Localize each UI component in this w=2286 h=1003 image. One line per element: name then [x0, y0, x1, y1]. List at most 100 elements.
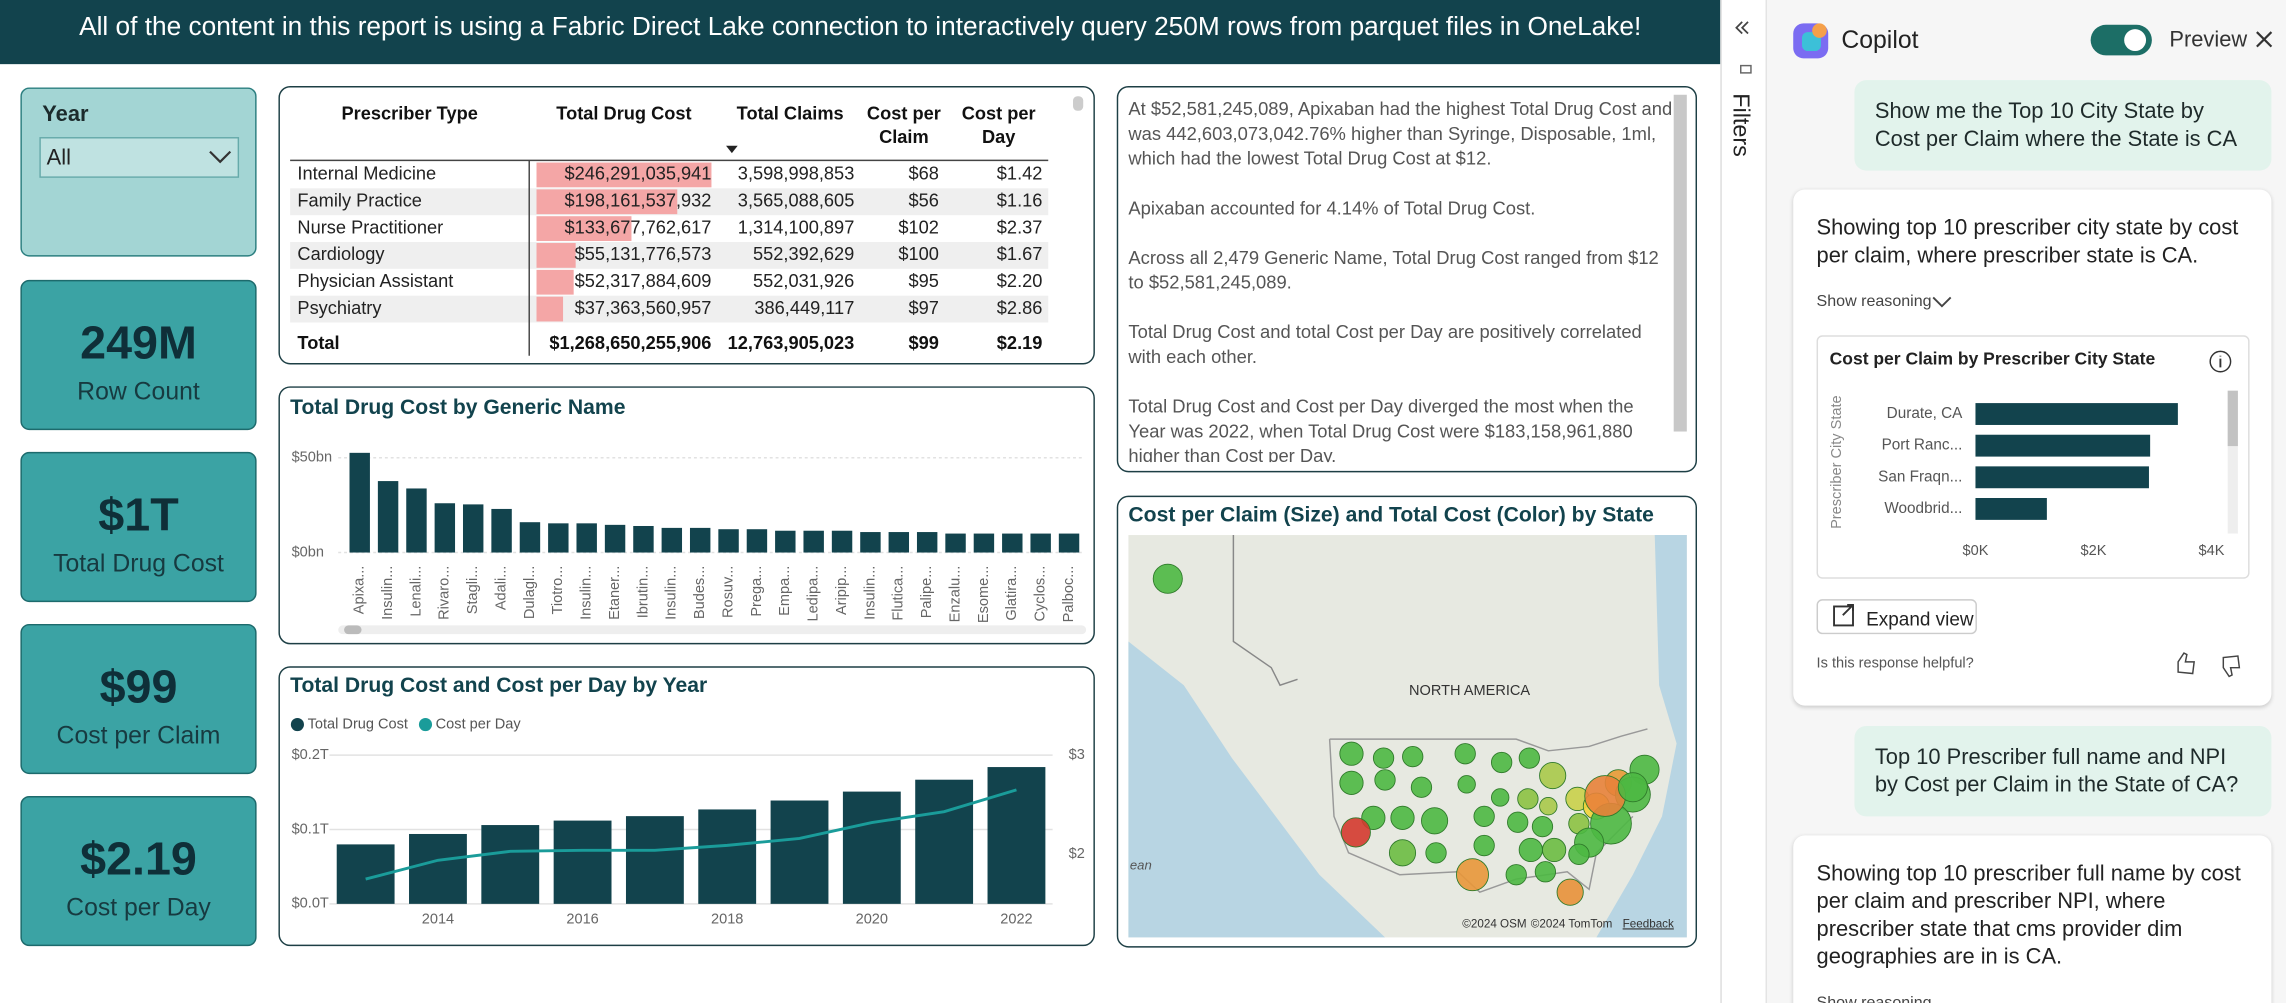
- x-tick-label: Cyclos...: [1033, 566, 1049, 622]
- total-cell: Total: [297, 333, 339, 353]
- column-header: Cost per Claim: [866, 103, 941, 148]
- table-cell: 552,392,629: [753, 244, 854, 264]
- filters-label: Filters: [1727, 93, 1753, 157]
- map: [1128, 535, 1687, 938]
- x-tick-label: Rosuv...: [720, 566, 736, 618]
- narrative-paragraph: Across all 2,479 Generic Name, Total Dru…: [1128, 247, 1659, 294]
- x-tick-label: Flutica...: [891, 566, 907, 621]
- x-tick-label: Rivaro...: [437, 566, 453, 620]
- table-cell: $2.20: [997, 271, 1043, 291]
- table-cell: Cardiology: [297, 244, 385, 264]
- slicer-label: Year: [42, 102, 89, 127]
- x-tick-label: Ibrutin...: [635, 566, 651, 619]
- bar: [973, 533, 995, 553]
- bar: [945, 533, 966, 553]
- x-tick-label: Insulin...: [380, 566, 396, 620]
- bar: [746, 529, 768, 553]
- table-cell: $1.42: [997, 164, 1043, 184]
- map-bubble: [1340, 817, 1371, 848]
- slicer-value: All: [46, 145, 71, 171]
- response-text: Showing top 10 prescriber full name by c…: [1816, 861, 2241, 970]
- kpi-card: 249M Row Count: [20, 279, 257, 431]
- narrative-panel: [1116, 86, 1698, 473]
- filters-pane[interactable]: Filters: [1720, 0, 1767, 1003]
- bar: [770, 800, 829, 904]
- data-bar: [536, 189, 678, 215]
- narrative-paragraph: Total Drug Cost and Cost per Day diverge…: [1128, 396, 1634, 463]
- x-tick-label: Glatira...: [1004, 566, 1020, 621]
- map-bubble: [1339, 770, 1364, 795]
- bar: [576, 523, 597, 553]
- table-cell: 3,598,998,853: [738, 164, 855, 184]
- map-bubble: [1518, 747, 1540, 769]
- map-bubble: [1491, 788, 1510, 807]
- kpi-label: Cost per Claim: [56, 721, 221, 750]
- kpi-value: 249M: [80, 316, 197, 369]
- bar: [842, 791, 901, 904]
- data-bar: [536, 216, 632, 241]
- row-shade: [290, 242, 1049, 269]
- map-label: ean: [1130, 857, 1152, 872]
- kpi-value: $2.19: [80, 832, 197, 885]
- x-tick-label: Lenali...: [408, 566, 424, 617]
- table-cell: 386,449,117: [754, 298, 854, 318]
- x-tick-label: Insulin...: [579, 566, 595, 620]
- map-bubble: [1542, 837, 1567, 863]
- slicer-dropdown[interactable]: All: [39, 137, 240, 178]
- x-tick-label: Dulagl...: [522, 566, 538, 619]
- show-reasoning[interactable]: Show reasoning: [1817, 994, 1932, 1003]
- map-bubble: [1372, 747, 1395, 769]
- x-tick-label: Enzalu...: [947, 566, 963, 623]
- response-text: Showing top 10 prescriber city state by …: [1816, 215, 2239, 269]
- map-label: ©2024 OSM: [1462, 917, 1526, 930]
- x-tick-label: Etaner...: [607, 566, 623, 620]
- table-cell: Physician Assistant: [297, 271, 453, 291]
- user-prompt: Top 10 Prescriber full name and NPI by C…: [1854, 726, 2272, 817]
- map-bubble: [1152, 563, 1183, 594]
- bar: [831, 530, 853, 553]
- map-bubble: [1473, 805, 1495, 828]
- expand-button[interactable]: Expand view: [1816, 599, 1977, 635]
- total-cell: $99: [908, 333, 938, 353]
- kpi-value: $99: [99, 660, 178, 713]
- banner: All of the content in this report is usi…: [0, 0, 1721, 65]
- map-bubble: [1374, 769, 1396, 791]
- chart-title: Cost per Claim (Size) and Total Cost (Co…: [1128, 504, 1654, 527]
- copilot-response: Showing top 10 prescriber full name by c…: [1793, 835, 2272, 1003]
- x-tick-label: 2014: [422, 912, 454, 928]
- map-bubble: [1410, 776, 1433, 798]
- narrative-paragraph: Total Drug Cost and total Cost per Day a…: [1128, 322, 1642, 368]
- narrative: At $52,581,245,089, Apixaban had the hig…: [1128, 98, 1673, 462]
- y-tick-label: $0.0T: [292, 896, 329, 912]
- bar: [1975, 403, 2178, 425]
- show-reasoning[interactable]: Show reasoning: [1816, 293, 1932, 311]
- legend-swatch: [418, 717, 433, 732]
- bar: [718, 529, 739, 553]
- x-tick-label: Stagli...: [465, 566, 481, 615]
- data-bar: [536, 269, 574, 295]
- preview-label: Preview: [2169, 27, 2248, 53]
- bar: [1002, 533, 1023, 553]
- x-tick-label: $2K: [2081, 543, 2107, 559]
- map-bubble: [1505, 864, 1527, 886]
- bar: [698, 809, 757, 904]
- map-bubble: [1531, 815, 1554, 838]
- table-cell: Family Practice: [297, 191, 422, 211]
- table-cell: $133,677,762,617: [565, 217, 712, 237]
- x-tick-label: $4K: [2199, 543, 2225, 559]
- bar: [1030, 533, 1051, 553]
- y-tick-label: Woodbrid...: [1884, 500, 1962, 517]
- map-bubble: [1491, 751, 1513, 774]
- map-bubble: [1534, 861, 1557, 883]
- preview-toggle[interactable]: [2090, 24, 2152, 56]
- chart-frame: [1816, 335, 2250, 579]
- column-header: Prescriber Type: [341, 103, 478, 124]
- x-tick-label: 2020: [856, 912, 888, 928]
- map-bubble: [1390, 805, 1415, 830]
- y-tick-label: Durate, CA: [1887, 405, 1963, 422]
- chart-title: Total Drug Cost by Generic Name: [290, 396, 626, 419]
- table-cell: $68: [908, 164, 938, 184]
- kpi-label: Total Drug Cost: [53, 549, 224, 578]
- map-bubble: [1454, 743, 1476, 765]
- kpi-value: $1T: [98, 488, 179, 541]
